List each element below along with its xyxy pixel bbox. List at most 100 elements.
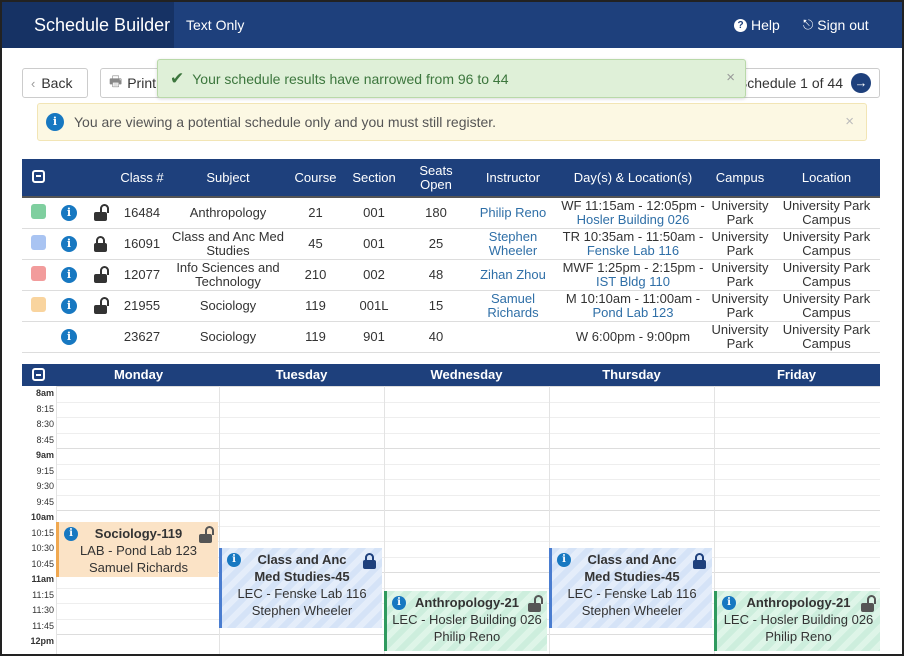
subject: Sociology: [168, 320, 288, 353]
day-friday: Friday: [776, 367, 816, 382]
meeting-time: TR 10:35am - 11:50am -: [562, 228, 704, 244]
lock-icon[interactable]: [363, 553, 376, 569]
course: 210: [288, 258, 343, 291]
event-instructor: Philip Reno: [765, 629, 832, 644]
day-thursday: Thursday: [602, 367, 661, 382]
unlock-icon[interactable]: [93, 203, 109, 221]
time-label: 10:15: [31, 527, 54, 538]
subject: Sociology: [168, 289, 288, 322]
chevron-left-icon: ‹: [31, 75, 36, 91]
color-swatch[interactable]: [30, 265, 46, 281]
event-title: Class and Anc Med Studies-45: [254, 552, 350, 584]
calendar-event[interactable]: i Anthropology-21 LEC - Hosler Building …: [714, 591, 880, 651]
info-icon[interactable]: i: [64, 527, 78, 541]
color-swatch[interactable]: [30, 234, 46, 250]
course: 119: [288, 320, 343, 353]
time-label: 9:45: [36, 496, 54, 507]
help-label: Help: [751, 17, 780, 33]
brand-title[interactable]: Schedule Builder: [2, 2, 174, 48]
alert-close-icon[interactable]: ×: [845, 113, 854, 130]
next-schedule-icon[interactable]: →: [851, 73, 871, 93]
weekly-calendar: Monday Tuesday Wednesday Thursday Friday…: [22, 364, 880, 654]
lock-icon[interactable]: [93, 235, 107, 252]
event-instructor: Stephen Wheeler: [581, 603, 683, 618]
info-icon[interactable]: i: [61, 266, 77, 283]
day-column-divider: [549, 386, 550, 654]
time-gridline: [56, 587, 880, 589]
print-label: Print: [127, 75, 157, 91]
collapse-table-toggle[interactable]: [22, 159, 54, 197]
instructor-link[interactable]: Stephen Wheeler: [488, 228, 538, 258]
time-label: 11:15: [32, 589, 54, 600]
sign-out-link[interactable]: ⎋ Sign out: [803, 2, 869, 48]
help-link[interactable]: ? Help: [734, 2, 780, 48]
back-button[interactable]: ‹ Back: [22, 68, 88, 98]
info-icon[interactable]: i: [557, 553, 571, 567]
collapse-calendar-icon[interactable]: [32, 368, 45, 381]
time-gridline: [56, 463, 880, 465]
color-swatch[interactable]: [30, 296, 46, 312]
meeting-time: M 10:10am - 11:00am -: [565, 290, 701, 306]
time-gridline: [56, 494, 880, 496]
col-section: Section: [343, 159, 405, 197]
info-icon[interactable]: i: [61, 235, 77, 252]
room-link[interactable]: Hosler Building 026: [576, 211, 690, 227]
info-icon[interactable]: i: [61, 297, 77, 314]
toast-close-icon[interactable]: ×: [726, 69, 735, 86]
col-class: Class #: [116, 159, 168, 197]
unlock-icon[interactable]: [528, 595, 543, 612]
calendar-event[interactable]: i Class and Anc Med Studies-45 LEC - Fen…: [219, 548, 382, 628]
unlock-icon[interactable]: [861, 595, 876, 612]
calendar-event[interactable]: i Sociology-119 LAB - Pond Lab 123 Samue…: [56, 522, 218, 577]
meeting-time: W 6:00pm - 9:00pm: [575, 328, 691, 344]
seats-open: 25: [405, 227, 467, 260]
lock-icon[interactable]: [693, 553, 706, 569]
unlock-icon[interactable]: [93, 265, 109, 283]
campus: University Park: [707, 196, 773, 229]
calendar-event[interactable]: i Anthropology-21 LEC - Hosler Building …: [384, 591, 547, 651]
info-icon[interactable]: i: [61, 328, 77, 345]
color-swatch[interactable]: [30, 203, 46, 219]
location: University Park Campus: [773, 320, 880, 353]
class-table: Class # Subject Course Section Seats Ope…: [22, 159, 880, 353]
room-link[interactable]: IST Bldg 110: [596, 273, 670, 289]
instructor-link[interactable]: Philip Reno: [479, 204, 547, 220]
seats-open: 15: [405, 289, 467, 322]
col-instructor: Instructor: [467, 159, 559, 197]
col-course: Course: [288, 159, 343, 197]
class-number: 21955: [116, 289, 168, 322]
seats-open: 48: [405, 258, 467, 291]
instructor-link[interactable]: Samuel Richards: [487, 290, 539, 320]
room-link[interactable]: Fenske Lab 116: [586, 242, 680, 258]
print-button[interactable]: 🖶 Print: [100, 68, 166, 98]
time-label: 9am: [35, 450, 54, 460]
unlock-icon[interactable]: [93, 296, 109, 314]
info-icon[interactable]: i: [722, 596, 736, 610]
course: 21: [288, 196, 343, 229]
room-link[interactable]: Pond Lab 123: [592, 304, 674, 320]
time-label: 11am: [31, 574, 54, 584]
subject: Info Sciences and Technology: [168, 258, 288, 291]
time-label: 11:45: [32, 620, 54, 631]
section: 001: [343, 227, 405, 260]
time-gridline: [56, 417, 880, 418]
instructor-link[interactable]: Zihan Zhou: [480, 266, 546, 282]
text-only-link[interactable]: Text Only: [186, 17, 245, 33]
meeting-time: WF 11:15am - 12:05pm -: [561, 197, 705, 213]
event-instructor: Stephen Wheeler: [251, 603, 353, 618]
calendar-event[interactable]: i Class and Anc Med Studies-45 LEC - Fen…: [549, 548, 712, 628]
alert-message: You are viewing a potential schedule onl…: [74, 114, 497, 130]
info-icon[interactable]: i: [227, 553, 241, 567]
subject: Anthropology: [168, 196, 288, 229]
info-icon[interactable]: i: [61, 204, 77, 221]
time-gridline: [56, 556, 880, 558]
info-icon[interactable]: i: [392, 596, 406, 610]
unlock-icon[interactable]: [199, 526, 214, 543]
event-title: Anthropology-21: [746, 595, 851, 610]
section: 002: [343, 258, 405, 291]
time-gridline: [56, 525, 880, 527]
campus: University Park: [707, 320, 773, 353]
day-tuesday: Tuesday: [275, 367, 328, 382]
time-label: 12pm: [30, 636, 54, 646]
toast-message: Your schedule results have narrowed from…: [192, 70, 509, 87]
